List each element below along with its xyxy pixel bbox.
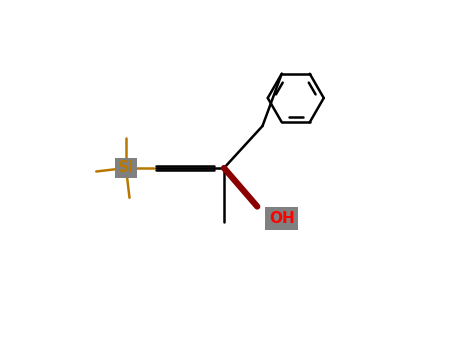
Text: Si: Si (118, 161, 134, 175)
Text: OH: OH (269, 211, 294, 226)
